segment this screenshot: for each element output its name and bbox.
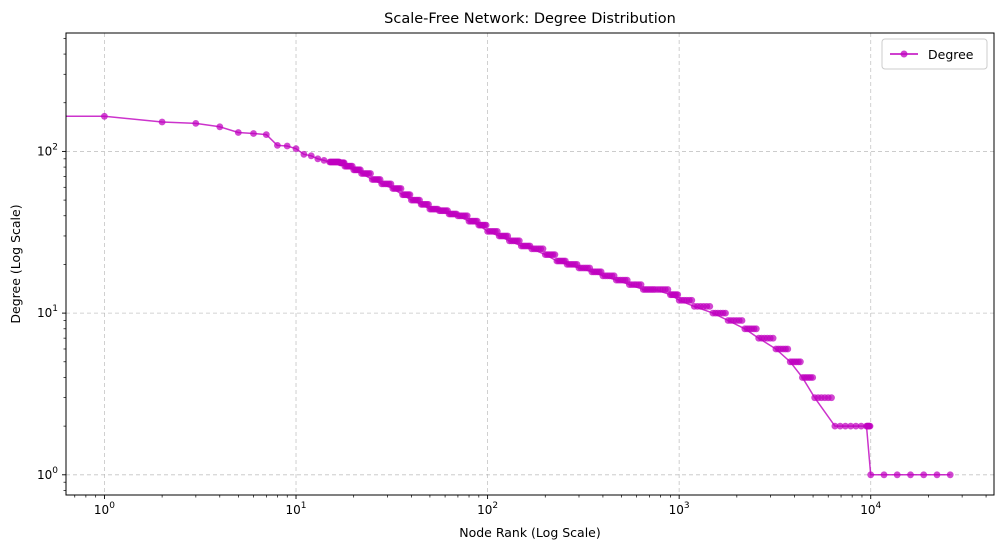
data-point <box>836 422 844 430</box>
data-point <box>866 422 874 430</box>
data-point <box>320 157 328 164</box>
data-point <box>551 251 559 258</box>
legend-label: Degree <box>928 47 974 62</box>
data-point <box>463 212 471 220</box>
data-point <box>367 170 374 177</box>
data-point <box>847 422 855 430</box>
data-point <box>192 120 200 127</box>
data-series <box>66 112 954 479</box>
data-point <box>216 123 224 131</box>
data-point <box>101 112 108 120</box>
x-tick-label: 100 <box>94 501 115 517</box>
data-point <box>769 334 777 342</box>
data-point <box>842 422 849 430</box>
data-point <box>515 237 523 245</box>
data-point <box>722 309 729 317</box>
y-axis-label: Degree (Log Scale) <box>8 204 23 323</box>
data-point <box>397 185 405 192</box>
data-point <box>674 291 682 299</box>
x-tick-label: 104 <box>860 501 881 517</box>
data-point <box>831 422 839 430</box>
data-point <box>406 191 414 199</box>
data-point <box>797 358 804 366</box>
data-point <box>234 129 242 136</box>
legend-marker <box>900 50 908 58</box>
data-point <box>857 422 865 430</box>
data-point <box>852 422 860 430</box>
data-point <box>706 303 714 310</box>
data-point <box>292 145 300 153</box>
data-point <box>933 471 941 479</box>
data-point <box>250 130 257 137</box>
x-tick-label: 103 <box>669 501 690 517</box>
x-tick-label: 102 <box>477 501 498 517</box>
y-tick-label: 101 <box>37 304 58 320</box>
data-point <box>300 150 308 158</box>
x-axis-label: Node Rank (Log Scale) <box>459 525 601 540</box>
data-point <box>664 286 672 293</box>
y-tick-label: 100 <box>37 466 58 482</box>
data-point <box>828 394 835 402</box>
data-point <box>262 131 270 139</box>
data-point <box>314 155 322 163</box>
grid-lines <box>66 33 994 495</box>
data-point <box>893 471 901 479</box>
data-point <box>158 118 166 126</box>
x-tick-label: 101 <box>286 501 307 517</box>
data-point <box>907 471 914 479</box>
axis-ticks: 100 101 102 103 104 100 101 102 <box>37 38 987 517</box>
legend-box <box>881 38 988 70</box>
plot-frame <box>65 32 995 496</box>
data-point <box>946 471 954 479</box>
data-point <box>539 245 547 253</box>
data-point <box>867 471 875 479</box>
legend: Degree <box>881 38 988 70</box>
data-point <box>482 221 490 229</box>
data-point <box>920 471 928 479</box>
data-point <box>809 374 817 381</box>
data-point <box>307 152 315 160</box>
data-point <box>688 296 696 304</box>
chart-title: Scale-Free Network: Degree Distribution <box>384 11 676 27</box>
data-point <box>283 142 291 150</box>
data-point <box>784 345 792 353</box>
data-point <box>738 317 746 324</box>
y-tick-label: 102 <box>37 142 58 158</box>
data-point <box>274 142 281 149</box>
data-point <box>880 471 888 479</box>
data-point <box>752 325 760 333</box>
